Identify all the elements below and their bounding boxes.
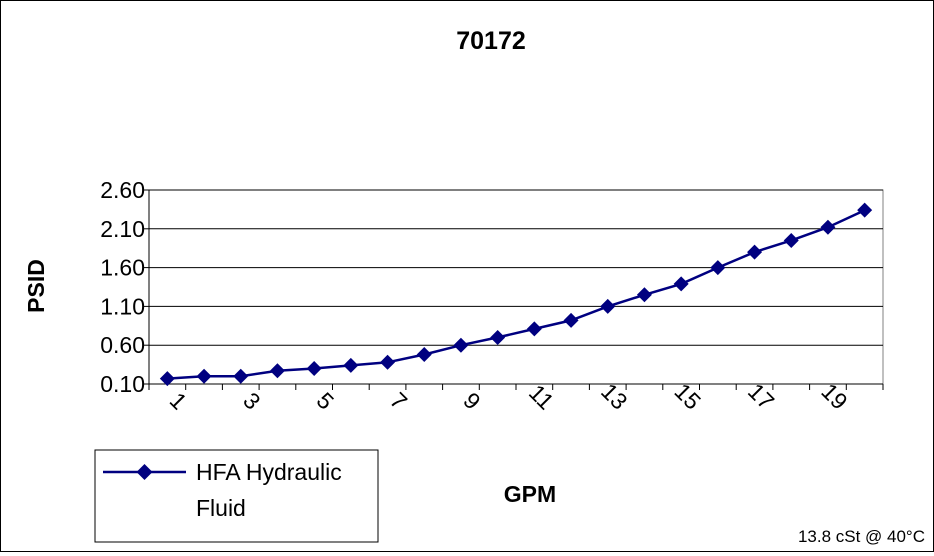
- legend-label-line-1: HFA Hydraulic: [196, 459, 342, 485]
- data-point-marker: [783, 232, 799, 248]
- x-tick-label: 1: [165, 387, 192, 414]
- chart-title: 70172: [456, 27, 526, 55]
- y-axis: 0.10 0.60 1.10 1.60 2.10 2.60: [100, 177, 150, 397]
- x-axis: 1 3 5 7 9 11 13 15 17 19: [148, 378, 884, 415]
- data-point-marker: [233, 368, 249, 384]
- plot-background: [148, 189, 884, 385]
- data-point-marker: [380, 354, 396, 370]
- data-point-marker: [710, 260, 726, 276]
- data-point-marker: [563, 312, 579, 328]
- x-tick-label: 3: [238, 387, 265, 414]
- legend-box: [94, 449, 379, 543]
- data-point-marker: [306, 360, 322, 376]
- series-layer: [159, 202, 873, 387]
- viscosity-annotation: 13.8 cSt @ 40°C: [798, 527, 925, 546]
- x-tick-label: 5: [312, 387, 339, 414]
- data-point-marker: [857, 202, 873, 218]
- y-tick-label: 2.60: [100, 177, 145, 203]
- data-point-marker: [600, 298, 616, 314]
- legend-label-line-2: Fluid: [196, 495, 246, 521]
- data-point-marker: [159, 371, 175, 387]
- legend-series-label: HFA Hydraulic Fluid: [196, 459, 342, 521]
- y-tick-label: 1.10: [100, 293, 145, 319]
- x-tick-label: 11: [524, 379, 559, 414]
- x-tick-label: 9: [458, 387, 485, 414]
- x-tick-label: 7: [385, 387, 412, 414]
- data-point-marker: [673, 276, 689, 292]
- y-tick-label: 0.60: [100, 332, 145, 358]
- data-point-marker: [343, 357, 359, 373]
- legend: HFA Hydraulic Fluid: [94, 449, 379, 543]
- data-point-marker: [636, 287, 652, 303]
- y-tick-label: 2.10: [100, 216, 145, 242]
- x-axis-label: GPM: [504, 481, 556, 507]
- y-axis-label: PSID: [23, 259, 49, 313]
- y-tick-label: 1.60: [100, 255, 145, 281]
- data-point-marker: [416, 347, 432, 363]
- data-point-marker: [747, 244, 763, 260]
- y-tick-label: 0.10: [100, 371, 145, 397]
- data-point-marker: [820, 219, 836, 235]
- data-point-marker: [490, 329, 506, 345]
- data-point-marker: [526, 321, 542, 337]
- plot-area: [148, 189, 884, 385]
- legend-series-marker: [136, 464, 153, 480]
- data-point-marker: [196, 368, 212, 384]
- data-point-marker: [453, 337, 469, 353]
- data-point-marker: [269, 363, 285, 379]
